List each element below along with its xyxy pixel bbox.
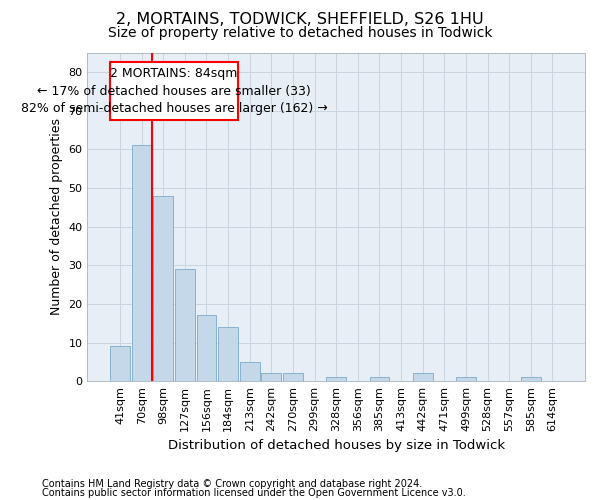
Bar (110, 346, 130, 381)
Text: 82% of semi-detached houses are larger (162) →: 82% of semi-detached houses are larger (… (20, 102, 328, 115)
Text: 2, MORTAINS, TODWICK, SHEFFIELD, S26 1HU: 2, MORTAINS, TODWICK, SHEFFIELD, S26 1HU (116, 12, 484, 28)
Text: ← 17% of detached houses are smaller (33): ← 17% of detached houses are smaller (33… (37, 84, 311, 98)
Bar (262, 374, 281, 381)
Bar (218, 327, 238, 381)
Bar (456, 378, 476, 381)
Bar (175, 269, 195, 381)
Bar (521, 378, 541, 381)
Bar (326, 378, 346, 381)
Bar (370, 378, 389, 381)
Text: Contains HM Land Registry data © Crown copyright and database right 2024.: Contains HM Land Registry data © Crown c… (42, 479, 422, 489)
Text: 2 MORTAINS: 84sqm: 2 MORTAINS: 84sqm (110, 68, 238, 80)
Bar (283, 374, 303, 381)
Text: Size of property relative to detached houses in Todwick: Size of property relative to detached ho… (108, 26, 492, 40)
Bar (153, 196, 173, 381)
Text: Contains public sector information licensed under the Open Government Licence v3: Contains public sector information licen… (42, 488, 466, 498)
Bar (197, 316, 217, 381)
Bar (413, 374, 433, 381)
FancyBboxPatch shape (110, 62, 238, 120)
Bar (131, 146, 152, 381)
X-axis label: Distribution of detached houses by size in Todwick: Distribution of detached houses by size … (167, 440, 505, 452)
Bar (240, 362, 260, 381)
Y-axis label: Number of detached properties: Number of detached properties (50, 118, 63, 316)
